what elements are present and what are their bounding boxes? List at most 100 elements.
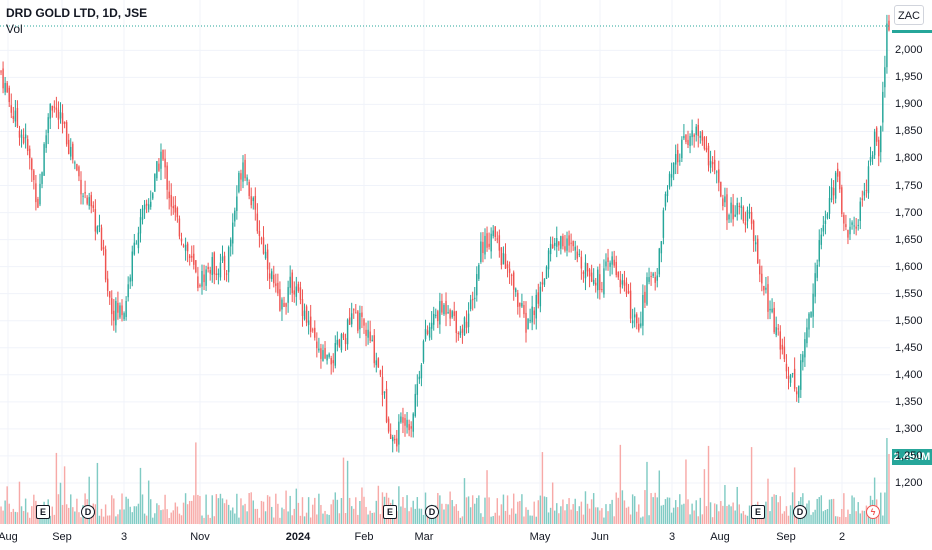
candle-body xyxy=(381,376,384,396)
volume-bar xyxy=(795,514,798,524)
y-tick-label: 1,200 xyxy=(895,476,923,489)
volume-bar xyxy=(135,506,138,524)
volume-bar xyxy=(463,478,466,524)
candle-body xyxy=(26,139,29,152)
dividend-marker[interactable]: D xyxy=(81,505,95,519)
candle-body xyxy=(615,261,617,275)
volume-bar xyxy=(674,500,677,524)
candle-body xyxy=(135,243,138,245)
volume-bar xyxy=(312,504,314,524)
volume-bar xyxy=(636,511,638,524)
volume-bar xyxy=(186,504,189,524)
candle-body xyxy=(824,220,827,224)
volume-bar xyxy=(851,495,853,524)
candle-body xyxy=(631,320,634,324)
split-marker[interactable]: ϟ xyxy=(866,505,880,519)
volume-bar xyxy=(209,517,211,524)
volume-bar xyxy=(201,515,203,524)
candle-body xyxy=(297,284,300,292)
candle-body xyxy=(861,198,864,200)
candle-body xyxy=(437,311,439,322)
candle-body xyxy=(531,306,533,323)
volume-bar xyxy=(556,503,558,524)
candle-body xyxy=(562,236,564,247)
volume-bar xyxy=(340,498,343,524)
earnings-marker[interactable]: E xyxy=(751,505,765,519)
y-tick-label: 1,800 xyxy=(895,152,923,165)
candle-body xyxy=(588,269,591,277)
candle-body xyxy=(166,165,168,190)
candle-body xyxy=(418,376,421,380)
volume-bar xyxy=(873,477,876,524)
volume-bar xyxy=(814,509,816,524)
candle-body xyxy=(742,207,745,222)
candle-body xyxy=(453,311,455,316)
volume-bar xyxy=(726,506,728,524)
symbol-title[interactable]: DRD GOLD LTD, 1D, JSE xyxy=(6,6,148,20)
volume-bar xyxy=(150,499,152,524)
volume-bar xyxy=(810,514,812,524)
volume-label[interactable]: Vol xyxy=(6,22,23,36)
volume-bar xyxy=(855,511,857,524)
candle-body xyxy=(880,126,882,153)
candle-body xyxy=(205,269,207,286)
candle-body xyxy=(515,288,517,293)
candle-body xyxy=(246,177,248,181)
candle-body xyxy=(318,348,320,351)
candle-body xyxy=(826,214,829,219)
candle-body xyxy=(260,238,263,240)
candle-body xyxy=(10,105,12,113)
currency-button[interactable]: ZAC xyxy=(894,5,924,25)
volume-bar xyxy=(886,438,888,524)
candle-body xyxy=(4,82,6,93)
candle-body xyxy=(197,276,199,288)
volume-bar xyxy=(379,514,382,524)
candle-body xyxy=(131,251,133,282)
candle-body xyxy=(129,277,131,282)
volume-bar xyxy=(683,503,685,524)
volume-bar xyxy=(508,514,511,524)
candle-body xyxy=(428,327,431,338)
volume-bar xyxy=(845,517,847,524)
candle-body xyxy=(367,329,369,338)
candle-body xyxy=(781,344,784,350)
candle-body xyxy=(353,309,355,311)
candle-body xyxy=(96,226,99,233)
candle-body xyxy=(539,286,542,307)
volume-bar xyxy=(599,510,601,524)
candle-body xyxy=(527,318,529,330)
candle-body xyxy=(699,135,702,138)
candle-body xyxy=(178,218,181,237)
dividend-marker[interactable]: D xyxy=(425,505,439,519)
volume-bar xyxy=(474,503,476,524)
candle-body xyxy=(350,313,353,325)
volume-bar xyxy=(668,497,671,524)
earnings-marker[interactable]: E xyxy=(36,505,50,519)
volume-bar xyxy=(18,481,21,524)
candle-body xyxy=(377,358,380,368)
volume-bar xyxy=(834,516,837,524)
candle-body xyxy=(47,117,49,134)
y-tick-label: 1,500 xyxy=(895,314,923,327)
candle-body xyxy=(791,373,794,375)
candle-body xyxy=(484,235,486,255)
candle-body xyxy=(865,190,868,192)
volume-bar xyxy=(535,516,537,524)
candles xyxy=(0,14,890,453)
dividend-marker[interactable]: D xyxy=(793,505,807,519)
volume-bar xyxy=(467,496,470,524)
volume-bar xyxy=(172,510,175,524)
volume-bar xyxy=(404,507,406,524)
volume-bar xyxy=(465,497,468,524)
candle-body xyxy=(672,162,675,175)
candle-body xyxy=(754,242,757,245)
candle-body xyxy=(49,104,51,119)
x-tick-label: 2024 xyxy=(285,531,311,543)
candle-body xyxy=(599,274,601,291)
volume-bar xyxy=(640,517,642,524)
earnings-marker[interactable]: E xyxy=(383,505,397,519)
volume-bar xyxy=(338,513,341,524)
volume-bar xyxy=(576,511,578,524)
candle-body xyxy=(443,304,445,315)
